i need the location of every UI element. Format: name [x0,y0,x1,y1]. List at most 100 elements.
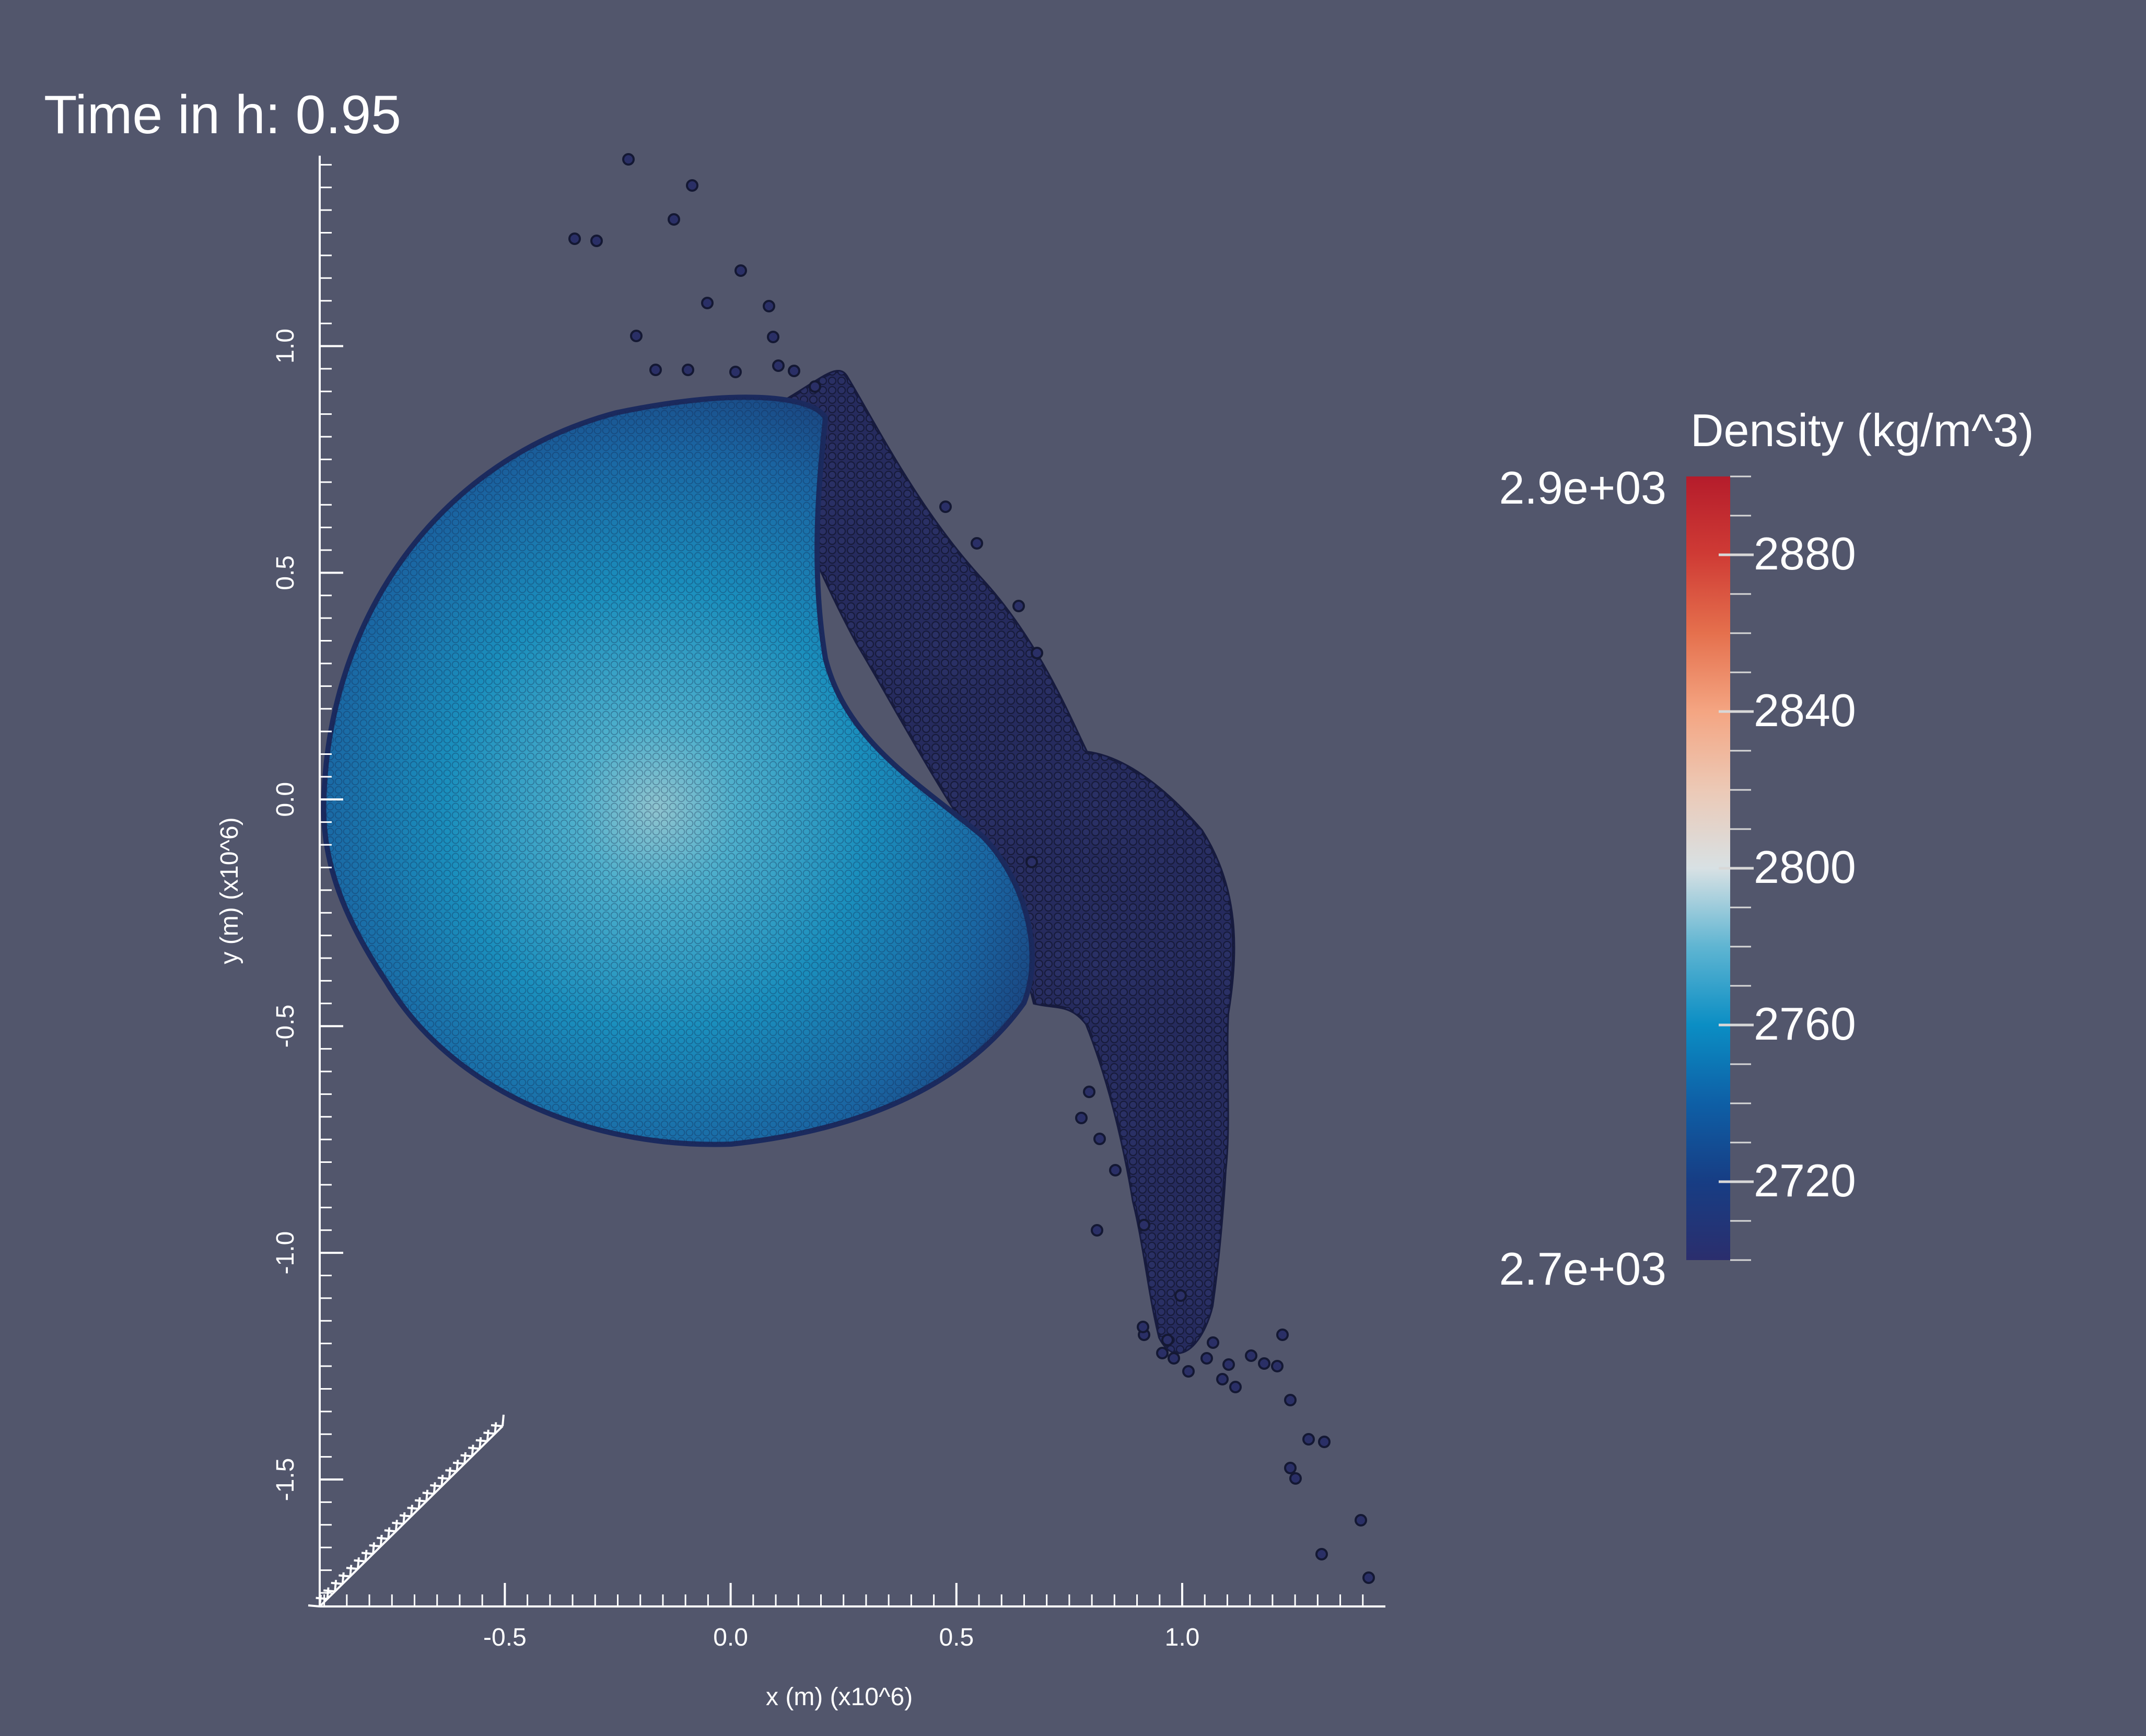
debris-particle [1075,1112,1088,1124]
debris-particle [630,330,643,342]
triad-tick [494,1422,497,1434]
debris-particle [1355,1514,1367,1527]
triad-tick [349,1565,353,1577]
debris-particle [1025,856,1038,868]
debris-particle [649,364,662,376]
triad-tick [417,1497,421,1509]
x-tick-label: -0.5 [483,1624,527,1651]
colorbar-tick-label: 2840 [1754,684,1856,736]
triad-tick [387,1527,391,1539]
debris-particle [1289,1472,1302,1485]
triad-tick [339,1574,351,1578]
debris-particle [1207,1336,1219,1349]
debris-particle [971,537,983,550]
x-tick-label: 0.0 [713,1624,748,1651]
debris-particle [622,153,635,166]
colorbar-tick-label: 2880 [1754,528,1856,579]
debris-particle [1318,1436,1331,1448]
triad-tick [471,1444,474,1457]
triad-tick [326,1587,330,1599]
debris-particle [1156,1347,1169,1359]
debris-particle [1222,1358,1235,1371]
debris-particle [1276,1329,1289,1341]
triad-tick [468,1447,480,1450]
triad-tick [364,1549,368,1562]
triad-tick [430,1484,442,1487]
debris-particle [1093,1133,1106,1145]
triad-tick [308,1604,320,1607]
triad-tick [402,1512,406,1524]
triad-tick [456,1460,459,1472]
x-tick-label: 0.5 [939,1624,974,1651]
debris-particle [1109,1164,1122,1176]
debris-particle [1174,1289,1187,1302]
triad-tick [422,1492,434,1495]
debris-particle [1161,1334,1174,1346]
debris-particle [590,235,603,247]
debris-particle [1229,1381,1242,1393]
triad-tick [483,1431,495,1435]
debris-particle [1271,1360,1284,1372]
debris-particle [668,213,680,226]
triad-tick [407,1507,419,1510]
triad-tick [448,1467,451,1479]
debris-particle [1258,1357,1270,1370]
x-tick-label: 1.0 [1165,1624,1200,1651]
triad-tick [452,1461,465,1465]
triad-tick [433,1482,436,1494]
debris-particle [1182,1365,1195,1378]
triad-tick [392,1521,404,1525]
triad-tick [437,1476,450,1480]
debris-particle [767,331,779,343]
y-axis-title: y (m) (x10^6) [216,817,243,964]
triad-tick [414,1499,427,1502]
y-tick-label: 0.0 [272,782,299,817]
debris-particle [939,500,952,513]
debris-particle [1200,1352,1213,1365]
triad-tick [440,1474,444,1487]
debris-particle [686,179,698,192]
triad-tick [410,1505,413,1517]
debris-particle [1315,1548,1328,1560]
triad-tick [445,1469,457,1473]
debris-particle [1284,1394,1297,1406]
debris-particle [788,365,800,377]
colorbar-max-label: 2.9e+03 [1499,462,1666,514]
debris-particle [1284,1462,1297,1474]
y-tick-label: -0.5 [272,1005,299,1048]
colorbar-tick-label: 2760 [1754,998,1856,1050]
triad-tick [361,1552,374,1555]
colorbar-title: Density (kg/m^3) [1690,404,2034,456]
y-tick-label: -1.0 [272,1231,299,1275]
debris-particle [1362,1571,1375,1584]
debris-particle [763,300,775,312]
triad-tick [475,1439,488,1442]
triad-tick [319,1594,322,1607]
triad-tick [460,1454,472,1458]
triad-tick [331,1581,343,1585]
colorbar-min-label: 2.7e+03 [1499,1243,1666,1295]
plot-axes [319,156,1385,1607]
debris-particle [701,297,714,309]
triad-tick [316,1597,328,1600]
triad-tick [323,1589,335,1593]
debris-particle [568,232,581,245]
main-body [321,394,1035,1147]
triad-tick [425,1489,429,1501]
triad-tick [486,1429,489,1441]
debris-particle [1031,647,1043,659]
y-tick-label: 0.5 [272,555,299,590]
time-readout: Time in h: 0.95 [44,85,402,145]
triad-tick [372,1542,376,1554]
debris-particle [729,366,742,378]
triad-tick [341,1572,345,1584]
triad-tick [334,1580,337,1592]
debris-particle [1137,1321,1149,1333]
debris-particle [809,380,821,393]
debris-particle [1012,600,1025,612]
x-axis-ticks: -0.5 0.0 0.5 1.0 [323,1583,1364,1651]
x-axis-title: x (m) (x10^6) [766,1683,913,1711]
debris-particle [682,364,694,376]
colorbar-tick-label: 2720 [1754,1155,1856,1206]
